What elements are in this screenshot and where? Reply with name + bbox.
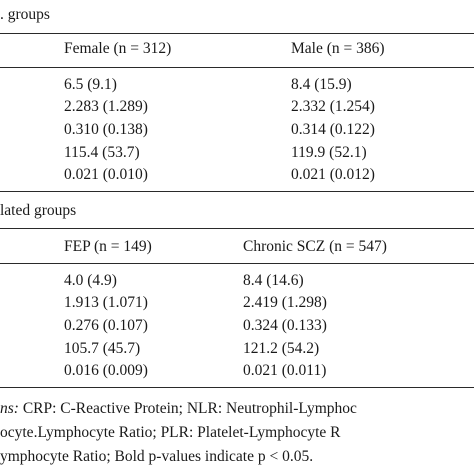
table-cell: 6.5 (9.1): [64, 76, 117, 93]
column-header-female: Female (n = 312): [64, 40, 172, 57]
footnote-line-1: ns: CRP: C-Reactive Protein; NLR: Neutro…: [0, 398, 357, 420]
section2-bottom-rule: [0, 387, 474, 388]
header-rule-top: [0, 33, 474, 34]
footnote-line-2: ocyte.Lymphocyte Ratio; PLR: Platelet-Ly…: [0, 424, 341, 441]
table-cell: 119.9 (52.1): [291, 144, 367, 161]
table-cell: 1.913 (1.071): [64, 294, 148, 311]
table-cell: 0.021 (0.011): [243, 362, 327, 379]
footnote-line-3: ymphocyte Ratio; Bold p-values indicate …: [0, 448, 314, 465]
table-cell: 105.7 (45.7): [64, 340, 141, 357]
table-cell: 0.276 (0.107): [64, 317, 148, 334]
table-cell: 115.4 (53.7): [64, 144, 140, 161]
column-header-male: Male (n = 386): [291, 40, 385, 57]
header-rule-bottom: [0, 263, 474, 264]
section1-title: . groups: [0, 6, 50, 23]
table-cell: 0.021 (0.012): [291, 166, 375, 183]
column-header-chronic-scz: Chronic SCZ (n = 547): [243, 238, 387, 255]
table-cell: 0.016 (0.009): [64, 362, 148, 379]
footnote-label: ns:: [0, 400, 19, 417]
column-header-fep: FEP (n = 149): [64, 238, 152, 255]
header-rule-bottom: [0, 67, 474, 68]
footnote-text-1: CRP: C-Reactive Protein; NLR: Neutrophil…: [18, 400, 357, 417]
section1-bottom-rule: [0, 191, 474, 192]
table-cell: 2.283 (1.289): [64, 98, 148, 115]
table-cell: 0.021 (0.010): [64, 166, 148, 183]
table-cell: 2.332 (1.254): [291, 98, 375, 115]
table-cell: 8.4 (15.9): [291, 76, 352, 93]
table-cell: 121.2 (54.2): [243, 340, 320, 357]
header-rule-top: [0, 228, 474, 229]
table-cell: 0.310 (0.138): [64, 121, 148, 138]
section2-title: lated groups: [0, 202, 77, 219]
table-cell: 4.0 (4.9): [64, 272, 117, 289]
table-cell: 8.4 (14.6): [243, 272, 304, 289]
table-cell: 2.419 (1.298): [243, 294, 327, 311]
table-cell: 0.314 (0.122): [291, 121, 375, 138]
table-cell: 0.324 (0.133): [243, 317, 327, 334]
